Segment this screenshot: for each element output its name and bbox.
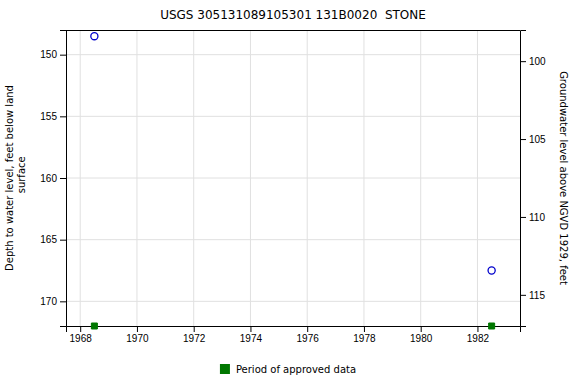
tick-label: 165 (40, 234, 57, 245)
tick-label: 155 (40, 111, 57, 122)
chart-container: 1968 1970 1972 1974 1976 1978 1980 1982 150 155 16… (0, 0, 576, 384)
tick-label: 105 (529, 134, 546, 145)
tick-mark (137, 326, 138, 332)
tick: 110 (520, 212, 545, 223)
points (91, 33, 495, 274)
tick-mark (80, 326, 81, 332)
tick: 115 (520, 290, 545, 301)
tick: 170 (40, 296, 66, 307)
tick: 1968 (70, 326, 93, 344)
grid-line-y (66, 239, 520, 240)
tick: 1978 (353, 326, 376, 344)
tick-label: 1982 (467, 333, 490, 344)
axis-line (67, 327, 521, 333)
tick-label: 1978 (353, 333, 376, 344)
tick: 160 (40, 173, 66, 184)
data-point (91, 33, 98, 40)
tick: 105 (520, 134, 546, 145)
tick-label: 1968 (70, 333, 93, 344)
tick-mark (421, 326, 422, 332)
tick-mark (520, 295, 526, 296)
tick-label: 170 (40, 296, 57, 307)
tick-mark (364, 326, 365, 332)
x-axis: 1968 1970 1972 1974 1976 1978 1980 1982 (67, 326, 521, 344)
tick-label: 1976 (297, 333, 320, 344)
approved-marker (91, 323, 97, 329)
tick-label: 1980 (410, 333, 433, 344)
tick-mark (250, 326, 251, 332)
tick-mark (60, 178, 66, 179)
tick: 155 (40, 111, 66, 122)
legend: Period of approved data (220, 364, 356, 375)
legend-swatch (220, 364, 230, 374)
tick: 150 (40, 49, 66, 60)
tick: 1974 (240, 326, 263, 344)
tick-label: 1974 (240, 333, 263, 344)
tick-mark (477, 326, 478, 332)
tick-mark (60, 301, 66, 302)
legend-label: Period of approved data (236, 364, 356, 375)
tick-label: 110 (529, 212, 545, 223)
tick-label: 1970 (126, 333, 149, 344)
grid (66, 30, 520, 326)
tick: 1970 (126, 326, 149, 344)
approved-markers (91, 323, 494, 329)
tick: 1972 (183, 326, 206, 344)
axis-line (60, 31, 67, 327)
tick-label: 100 (529, 56, 546, 67)
y2-axis: 115 110 105 100 (520, 31, 546, 327)
data-point (488, 267, 495, 274)
tick-mark (520, 217, 526, 218)
tick: 1982 (467, 326, 490, 344)
grid-line-y (66, 178, 520, 179)
plot-frame (66, 30, 520, 31)
y-axis-label: Depth to water level, feet below land su… (4, 85, 27, 271)
y-axis: 150 155 160 165 170 (40, 31, 66, 327)
grid-line-y (66, 301, 520, 302)
tick-label: 160 (40, 173, 57, 184)
y2-axis-label: Groundwater level above NGVD 1929, feet (558, 71, 569, 285)
tick-mark (60, 116, 66, 117)
tick-label: 1972 (183, 333, 206, 344)
tick-mark (307, 326, 308, 332)
approved-marker (489, 323, 495, 329)
title: USGS 305131089105301 131B0020 STONE (160, 8, 426, 22)
chart-svg: 1968 1970 1972 1974 1976 1978 1980 1982 150 155 16… (0, 0, 576, 384)
tick-label: 150 (40, 49, 57, 60)
tick: 100 (520, 56, 546, 67)
axis-line (521, 31, 527, 327)
tick-mark (60, 240, 66, 241)
tick: 1976 (297, 326, 320, 344)
tick-mark (520, 61, 526, 62)
tick: 1980 (410, 326, 433, 344)
tick-mark (194, 326, 195, 332)
tick-label: 115 (529, 290, 545, 301)
grid-line-y (66, 116, 520, 117)
tick-mark (60, 55, 66, 56)
tick: 165 (40, 234, 66, 245)
tick-mark (520, 139, 526, 140)
grid-line-y (66, 54, 520, 55)
